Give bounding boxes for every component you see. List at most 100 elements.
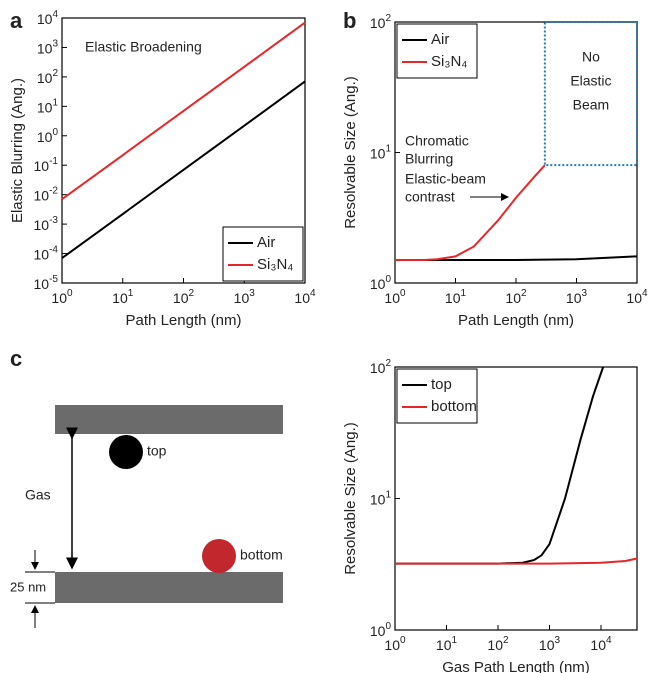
x-tick-label: 100 bbox=[384, 288, 406, 306]
x-tick-label-base: 10 bbox=[487, 637, 503, 653]
x-tick-label-sup: 1 bbox=[128, 288, 134, 299]
y-tick-label-sup: 2 bbox=[52, 68, 58, 79]
legend-label: Si₃N₄ bbox=[431, 53, 467, 70]
panel-label: a bbox=[10, 8, 23, 33]
x-tick-label-sup: 2 bbox=[189, 288, 195, 299]
y-tick-label-base: 10 bbox=[34, 187, 50, 203]
y-tick-label-sup: -4 bbox=[49, 244, 58, 255]
x-tick-label: 104 bbox=[590, 635, 612, 653]
x-tick-label: 101 bbox=[112, 288, 134, 306]
bottom-plate bbox=[55, 572, 283, 603]
legend-label: bottom bbox=[431, 398, 477, 415]
y-tick-label-base: 10 bbox=[37, 128, 53, 144]
x-tick-label: 102 bbox=[487, 635, 509, 653]
y-tick-label-base: 10 bbox=[370, 491, 386, 507]
thickness-label: 25 nm bbox=[10, 579, 46, 594]
x-tick-label-base: 10 bbox=[626, 290, 642, 306]
x-tick-label-sup: 3 bbox=[582, 288, 588, 299]
x-tick-label: 102 bbox=[505, 288, 527, 306]
x-tick-label-sup: 0 bbox=[67, 288, 73, 299]
x-tick-label-sup: 2 bbox=[521, 288, 527, 299]
region-label: Elastic bbox=[570, 73, 611, 89]
y-tick-label-sup: 4 bbox=[52, 9, 58, 20]
x-tick-label-base: 10 bbox=[590, 637, 606, 653]
annotation: contrast bbox=[405, 189, 455, 205]
series-line bbox=[395, 557, 638, 565]
legend-box bbox=[222, 226, 304, 282]
gas-label: Gas bbox=[25, 487, 51, 503]
annotation: Elastic-beam bbox=[405, 171, 486, 187]
panel-label: c bbox=[10, 346, 22, 371]
legend-box bbox=[396, 23, 478, 79]
x-tick-label-base: 10 bbox=[445, 290, 461, 306]
x-tick-label: 102 bbox=[173, 288, 195, 306]
y-tick-label-base: 10 bbox=[37, 11, 53, 27]
y-tick-label: 10-1 bbox=[34, 156, 59, 174]
annotation: Blurring bbox=[405, 151, 453, 167]
y-tick-label-base: 10 bbox=[37, 70, 53, 86]
x-tick-label: 101 bbox=[445, 288, 467, 306]
annotation: Elastic Broadening bbox=[85, 39, 202, 55]
legend-label: top bbox=[431, 376, 452, 393]
diagram: top bottom Gas 25 nm bbox=[10, 405, 283, 628]
x-tick-label-base: 10 bbox=[384, 290, 400, 306]
top-label: top bbox=[147, 443, 167, 459]
y-tick-label: 10-4 bbox=[34, 244, 59, 262]
y-tick-label: 101 bbox=[37, 97, 59, 115]
series-line bbox=[61, 21, 306, 201]
y-tick-label-base: 10 bbox=[37, 40, 53, 56]
y-tick-label-base: 10 bbox=[370, 276, 386, 292]
legend-label: Si₃N₄ bbox=[257, 256, 293, 273]
y-tick-label-sup: 1 bbox=[52, 97, 58, 108]
y-tick-label: 10-2 bbox=[34, 185, 59, 203]
legend-box bbox=[396, 368, 478, 424]
y-tick-label: 10-5 bbox=[34, 274, 59, 292]
x-tick-label-sup: 0 bbox=[400, 288, 406, 299]
y-axis-label: Resolvable Size (Ang.) bbox=[342, 422, 359, 575]
x-tick-label-sup: 3 bbox=[555, 635, 561, 646]
x-tick-label: 100 bbox=[384, 635, 406, 653]
x-tick-label-sup: 2 bbox=[503, 635, 509, 646]
x-tick-label-base: 10 bbox=[294, 290, 310, 306]
y-tick-label: 100 bbox=[370, 274, 392, 292]
y-tick-label: 103 bbox=[37, 38, 59, 56]
y-tick-label-sup: 1 bbox=[385, 143, 391, 154]
y-tick-label-base: 10 bbox=[370, 360, 386, 376]
y-tick-label-sup: 2 bbox=[385, 358, 391, 369]
y-tick-label: 102 bbox=[370, 358, 392, 376]
x-tick-label-sup: 1 bbox=[452, 635, 458, 646]
top-plate bbox=[55, 405, 283, 434]
x-tick-label-base: 10 bbox=[112, 290, 128, 306]
x-tick-label: 103 bbox=[234, 288, 256, 306]
y-tick-label: 100 bbox=[370, 621, 392, 639]
x-tick-label-sup: 4 bbox=[310, 288, 316, 299]
x-tick-label-base: 10 bbox=[234, 290, 250, 306]
y-tick-label-base: 10 bbox=[370, 623, 386, 639]
y-tick-label-base: 10 bbox=[34, 217, 50, 233]
y-tick-label-sup: 1 bbox=[385, 489, 391, 500]
x-tick-label-base: 10 bbox=[384, 637, 400, 653]
x-tick-label-base: 10 bbox=[566, 290, 582, 306]
x-tick-label: 104 bbox=[626, 288, 648, 306]
bottom-particle bbox=[202, 539, 236, 573]
y-tick-label-base: 10 bbox=[34, 276, 50, 292]
y-axis-label: Elastic Blurring (Ang.) bbox=[9, 78, 26, 223]
y-tick-label: 101 bbox=[370, 489, 392, 507]
y-tick-label-sup: -5 bbox=[49, 274, 58, 285]
x-tick-label: 104 bbox=[294, 288, 316, 306]
x-axis-label: Gas Path Length (nm) bbox=[442, 659, 590, 673]
y-tick-label-base: 10 bbox=[34, 246, 50, 262]
top-particle bbox=[109, 435, 143, 469]
y-tick-label-sup: -2 bbox=[49, 185, 58, 196]
x-tick-label: 103 bbox=[539, 635, 561, 653]
y-tick-label-sup: 0 bbox=[52, 126, 58, 137]
y-tick-label-sup: 0 bbox=[385, 274, 391, 285]
x-tick-label-sup: 4 bbox=[606, 635, 612, 646]
y-tick-label-sup: -1 bbox=[49, 156, 58, 167]
annotation: Chromatic bbox=[405, 133, 469, 149]
legend-label: Air bbox=[431, 31, 449, 48]
x-tick-label-sup: 3 bbox=[249, 288, 255, 299]
y-tick-label: 102 bbox=[370, 13, 392, 31]
series-line bbox=[61, 80, 306, 259]
